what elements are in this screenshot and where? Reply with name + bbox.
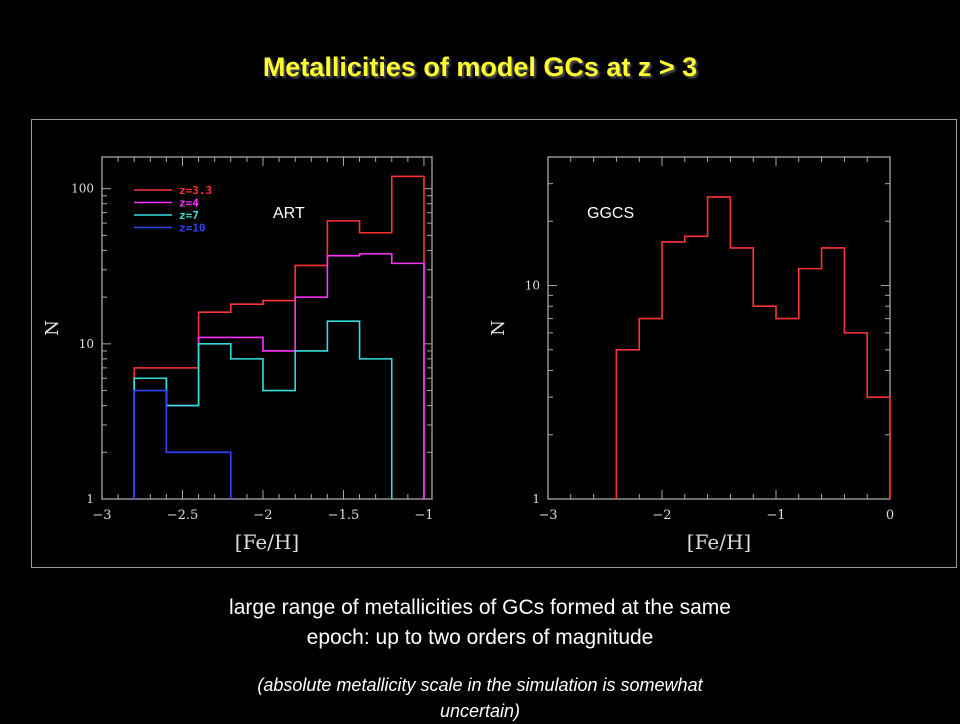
caption-line-2: epoch: up to two orders of magnitude	[306, 626, 654, 649]
chart-0-ytick-label: 1	[86, 492, 94, 506]
chart-0-annotation: ART	[273, 205, 305, 222]
chart-0-xtick-label: −1	[414, 508, 433, 523]
chart-1-xtick-label: −2	[652, 508, 671, 523]
chart-0-legend-label-3: z=10	[179, 222, 206, 235]
chart-0-xtick-label: −1.5	[328, 508, 360, 523]
chart-0-series-3-line	[133, 389, 232, 499]
chart-1-axes-box	[547, 156, 891, 500]
chart-0-axes-box	[101, 156, 433, 500]
chart-1-ytick-label: 10	[525, 279, 540, 293]
chart-0-ylabel: N	[42, 320, 63, 336]
chart-0-xlabel: [Fe/H]	[235, 530, 299, 554]
chart-1-xlabel: [Fe/H]	[687, 530, 751, 554]
chart-0-xtick-label: −2	[253, 508, 272, 523]
chart-0-ytick-label: 10	[79, 337, 94, 351]
note-line-2: uncertain)	[439, 701, 521, 721]
chart-1-ylabel: N	[488, 320, 509, 336]
note: (absolute metallicity scale in the simul…	[0, 672, 960, 724]
chart-0-ytick-label: 100	[71, 182, 94, 196]
note-line-1: (absolute metallicity scale in the simul…	[257, 675, 703, 695]
chart-0-xtick-label: −2.5	[167, 508, 199, 523]
chart-0-legend-label-1: z=4	[179, 197, 199, 210]
figure-frame	[31, 119, 957, 568]
caption: large range of metallicities of GCs form…	[0, 593, 960, 653]
chart-1-annotation: GGCS	[587, 205, 634, 222]
caption-line-1: large range of metallicities of GCs form…	[229, 596, 731, 619]
chart-0-legend-label-0: z=3.3	[179, 184, 212, 197]
slide-title: Metallicities of model GCs at z > 3	[262, 52, 698, 82]
chart-0-legend-label-2: z=7	[179, 209, 199, 222]
chart-1-series-0-line	[615, 196, 891, 499]
chart-1-xtick-label: −3	[538, 508, 557, 523]
chart-1-xtick-label: 0	[886, 508, 894, 523]
chart-0-xtick-label: −3	[92, 508, 111, 523]
chart-1-ytick-label: 1	[532, 492, 540, 506]
chart-1-xtick-label: −1	[766, 508, 785, 523]
